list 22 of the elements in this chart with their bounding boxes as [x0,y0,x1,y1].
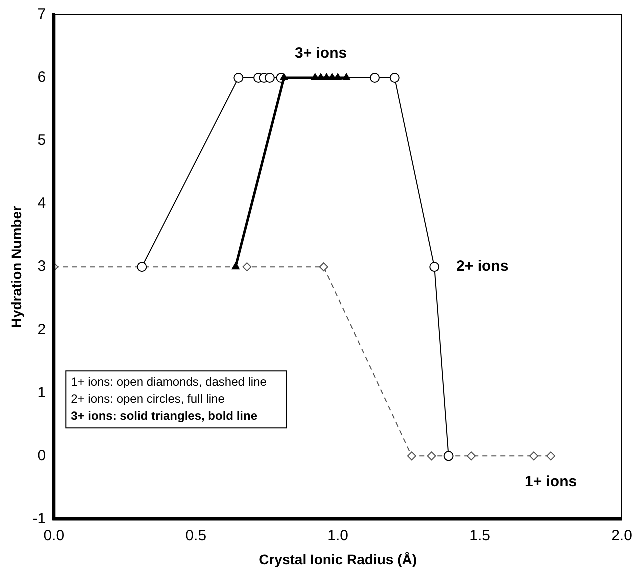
x-axis-title: Crystal Ionic Radius (Å) [259,551,418,568]
y-tick-label: 0 [38,447,46,464]
series-label: 1+ ions [524,473,578,490]
y-tick-label: 3 [38,258,46,276]
y-tick-label: 6 [38,69,46,86]
y-tick-label: 4 [38,195,46,212]
annotation: 1+ ions: open diamonds, dashed line [71,374,268,389]
annotation: 2+ ions: open circles, full line [71,392,226,406]
y-tick-label: 2 [38,321,46,338]
series-label: 3+ ions [294,45,348,62]
y-axis-title: Hydration Number [8,205,24,328]
x-tick-label: 0.5 [186,527,207,544]
x-tick-label: 0.0 [44,527,65,544]
y-tick-label: 7 [38,6,46,24]
x-tick-label: 1.0 [328,527,348,544]
annotation: 3+ ions: solid triangles, bold line [71,408,258,423]
y-tick-label: 1 [38,384,46,402]
y-tick-label: -1 [32,510,46,528]
x-tick-label: 1.5 [470,527,490,544]
y-tick-label: 5 [38,132,46,150]
series-label: 2+ ions [456,258,509,276]
x-tick-label: 2.0 [612,527,632,544]
